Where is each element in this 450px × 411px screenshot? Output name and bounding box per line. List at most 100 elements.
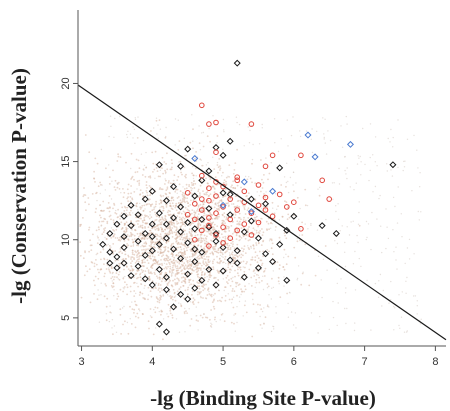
cloud-point: [208, 276, 210, 278]
cloud-point: [212, 253, 215, 256]
cloud-point: [268, 306, 270, 308]
cloud-point: [147, 216, 150, 218]
cloud-point: [243, 245, 246, 248]
cloud-point: [240, 186, 242, 189]
data-point: [127, 272, 135, 280]
cloud-point: [238, 300, 241, 303]
cloud-point: [109, 206, 111, 209]
cloud-point: [420, 318, 422, 320]
y-tick-label: 20: [60, 77, 72, 89]
cloud-point: [129, 269, 132, 272]
data-point: [234, 207, 240, 213]
cloud-point: [221, 255, 223, 257]
cloud-point: [150, 216, 153, 219]
data-point: [226, 137, 234, 145]
cloud-point: [167, 196, 170, 198]
cloud-point: [145, 214, 148, 217]
cloud-point: [92, 233, 94, 236]
cloud-point: [206, 264, 209, 266]
cloud-point: [147, 195, 149, 197]
cloud-point: [232, 180, 235, 183]
data-point: [206, 243, 212, 249]
cloud-point: [196, 256, 199, 259]
cloud-point: [147, 256, 150, 258]
cloud-point: [265, 220, 268, 223]
cloud-point: [130, 265, 133, 267]
cloud-point: [277, 205, 279, 208]
cloud-point: [169, 258, 172, 261]
cloud-point: [179, 286, 182, 288]
cloud-point: [188, 185, 191, 188]
data-point: [162, 328, 170, 336]
cloud-point: [164, 192, 167, 195]
cloud-point: [271, 201, 274, 204]
cloud-point: [219, 165, 221, 168]
cloud-point: [177, 202, 180, 205]
cloud-point: [218, 201, 221, 204]
cloud-point: [267, 285, 270, 288]
cloud-point: [87, 197, 90, 199]
cloud-point: [167, 315, 170, 318]
cloud-point: [360, 265, 362, 268]
cloud-point: [151, 255, 154, 258]
data-point: [298, 152, 304, 159]
cloud-point: [147, 226, 150, 229]
x-tick-label: 3: [78, 356, 84, 368]
cloud-point: [217, 300, 219, 302]
cloud-point: [150, 205, 152, 208]
cloud-point: [175, 268, 178, 270]
data-point: [106, 259, 114, 267]
cloud-point: [276, 261, 279, 263]
cloud-point: [174, 264, 177, 266]
cloud-point: [280, 184, 283, 186]
cloud-point: [126, 206, 129, 209]
cloud-point: [268, 250, 270, 253]
cloud-point: [232, 203, 235, 205]
cloud-point: [261, 207, 263, 209]
cloud-point: [205, 262, 208, 265]
cloud-point: [189, 141, 192, 144]
cloud-point: [152, 333, 155, 336]
cloud-point: [126, 321, 129, 324]
cloud-point: [182, 276, 185, 279]
cloud-point: [160, 200, 163, 202]
cloud-point: [110, 267, 113, 269]
cloud-point: [270, 239, 273, 242]
cloud-point: [182, 237, 185, 239]
cloud-point: [179, 246, 182, 249]
cloud-point: [201, 240, 204, 242]
cloud-point: [257, 225, 259, 228]
data-point: [162, 234, 170, 242]
cloud-point: [143, 242, 146, 245]
cloud-point: [130, 245, 133, 248]
cloud-point: [320, 279, 322, 281]
cloud-point: [148, 185, 151, 187]
cloud-point: [170, 297, 172, 300]
cloud-point: [338, 183, 341, 185]
cloud-point: [174, 226, 176, 228]
cloud-point: [287, 206, 289, 209]
cloud-point: [133, 281, 136, 284]
cloud-point: [175, 260, 177, 262]
cloud-point: [138, 184, 141, 186]
cloud-point: [117, 278, 119, 280]
cloud-point: [189, 224, 192, 227]
cloud-point: [217, 279, 219, 281]
cloud-point: [193, 254, 196, 257]
cloud-point: [310, 224, 312, 226]
cloud-point: [184, 281, 187, 283]
cloud-point: [222, 236, 225, 239]
cloud-point: [142, 265, 145, 267]
cloud-point: [176, 215, 179, 218]
cloud-point: [205, 265, 207, 267]
cloud-point: [177, 175, 180, 178]
cloud-point: [199, 234, 202, 236]
cloud-point: [168, 256, 170, 258]
cloud-point: [281, 215, 284, 218]
cloud-point: [95, 207, 97, 210]
cloud-point: [155, 117, 158, 119]
cloud-point: [188, 256, 191, 258]
cloud-point: [162, 207, 165, 210]
cloud-point: [133, 253, 136, 256]
cloud-point: [262, 255, 264, 258]
